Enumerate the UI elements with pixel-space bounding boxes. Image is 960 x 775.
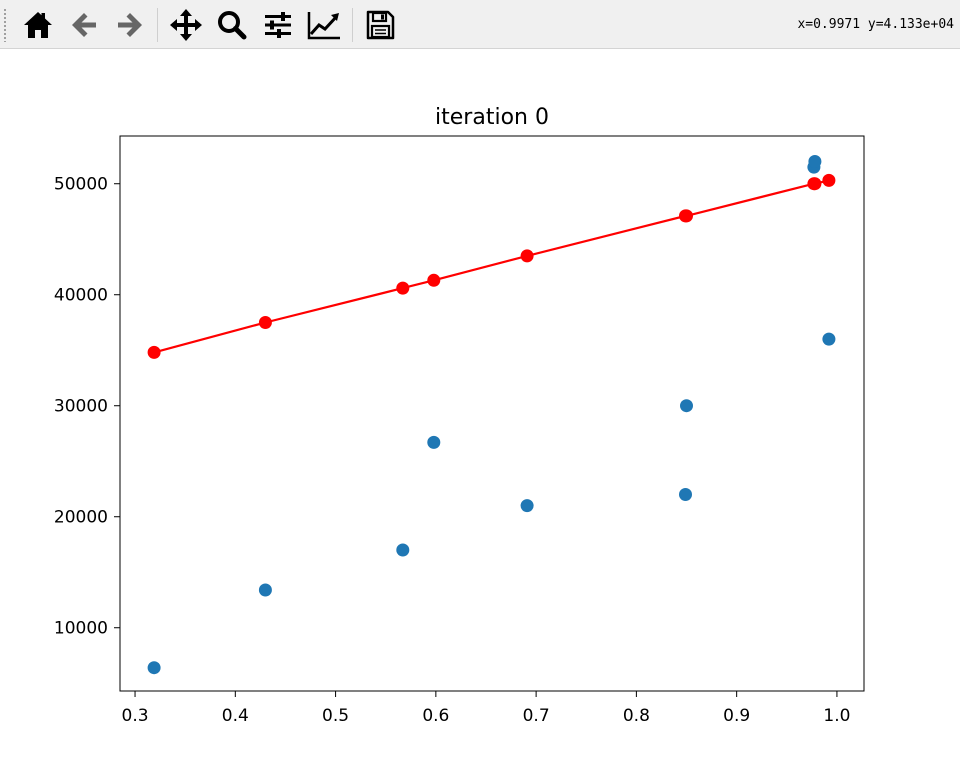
data-point-8 [808,155,822,168]
y-tick-label: 10000 [54,619,108,639]
arrow-right-icon [118,13,142,37]
scatter-chart[interactable]: 0.3 0.4 0.5 0.6 0.7 0.8 0.9 1.0 10000 20000 30000… [0,49,960,771]
back-button[interactable] [65,6,103,44]
fit-point-3 [427,273,441,287]
chart-title: iteration 0 [435,105,549,130]
data-point-6 [680,399,693,413]
x-tick-label: 0.7 [523,706,550,726]
navigation-toolbar: x=0.9971 y=4.133e+04 [0,0,960,49]
magnifier-icon [218,11,247,40]
data-point-3 [427,435,441,449]
fit-line [153,179,830,354]
chart-marks [147,155,836,675]
forward-button[interactable] [111,6,149,44]
y-tick-label: 40000 [54,286,108,306]
x-tick-label: 0.5 [322,706,349,726]
data-point-9 [822,332,836,346]
home-button[interactable] [19,6,57,44]
line-chart-icon [307,12,340,40]
save-button[interactable] [361,6,399,44]
sliders-icon [265,12,291,38]
data-point-1 [258,583,272,597]
toolbar-grip[interactable] [3,8,7,42]
y-tick-label: 50000 [54,175,108,195]
coordinate-readout: x=0.9971 y=4.133e+04 [797,17,954,32]
x-tick-label: 0.9 [723,706,750,726]
y-tick-label: 20000 [54,508,108,528]
y-axis: 10000 20000 30000 40000 50000 [54,175,120,639]
fit-point-9 [822,173,836,187]
fit-point-0 [147,345,161,359]
move-icon [170,9,202,41]
x-tick-label: 0.3 [122,706,149,726]
pan-button[interactable] [167,6,205,44]
x-tick-label: 1.0 [823,706,850,726]
data-point-2 [396,543,410,557]
data-point-4 [520,499,534,513]
fit-point-4 [520,249,534,263]
figure-canvas[interactable]: 0.3 0.4 0.5 0.6 0.7 0.8 0.9 1.0 10000 20000 30000… [0,49,960,771]
configure-subplots-button[interactable] [259,6,297,44]
arrow-left-icon [72,13,96,37]
fit-point-8 [808,177,822,191]
x-axis: 0.3 0.4 0.5 0.6 0.7 0.8 0.9 1.0 [122,691,850,726]
y-tick-label: 30000 [54,397,108,417]
x-tick-label: 0.8 [623,706,650,726]
fit-point-1 [258,316,272,329]
data-point-5 [679,488,692,501]
data-point-0 [147,661,161,675]
fit-point-6 [680,209,693,223]
x-tick-label: 0.4 [222,706,249,726]
axes-frame [119,135,865,692]
toolbar-separator [157,8,158,42]
x-tick-label: 0.6 [422,706,449,726]
home-icon [24,12,52,38]
edit-axis-button[interactable] [305,6,343,44]
fit-point-2 [396,281,410,295]
zoom-button[interactable] [213,6,251,44]
floppy-disk-icon [366,10,395,40]
toolbar-separator [352,8,353,42]
